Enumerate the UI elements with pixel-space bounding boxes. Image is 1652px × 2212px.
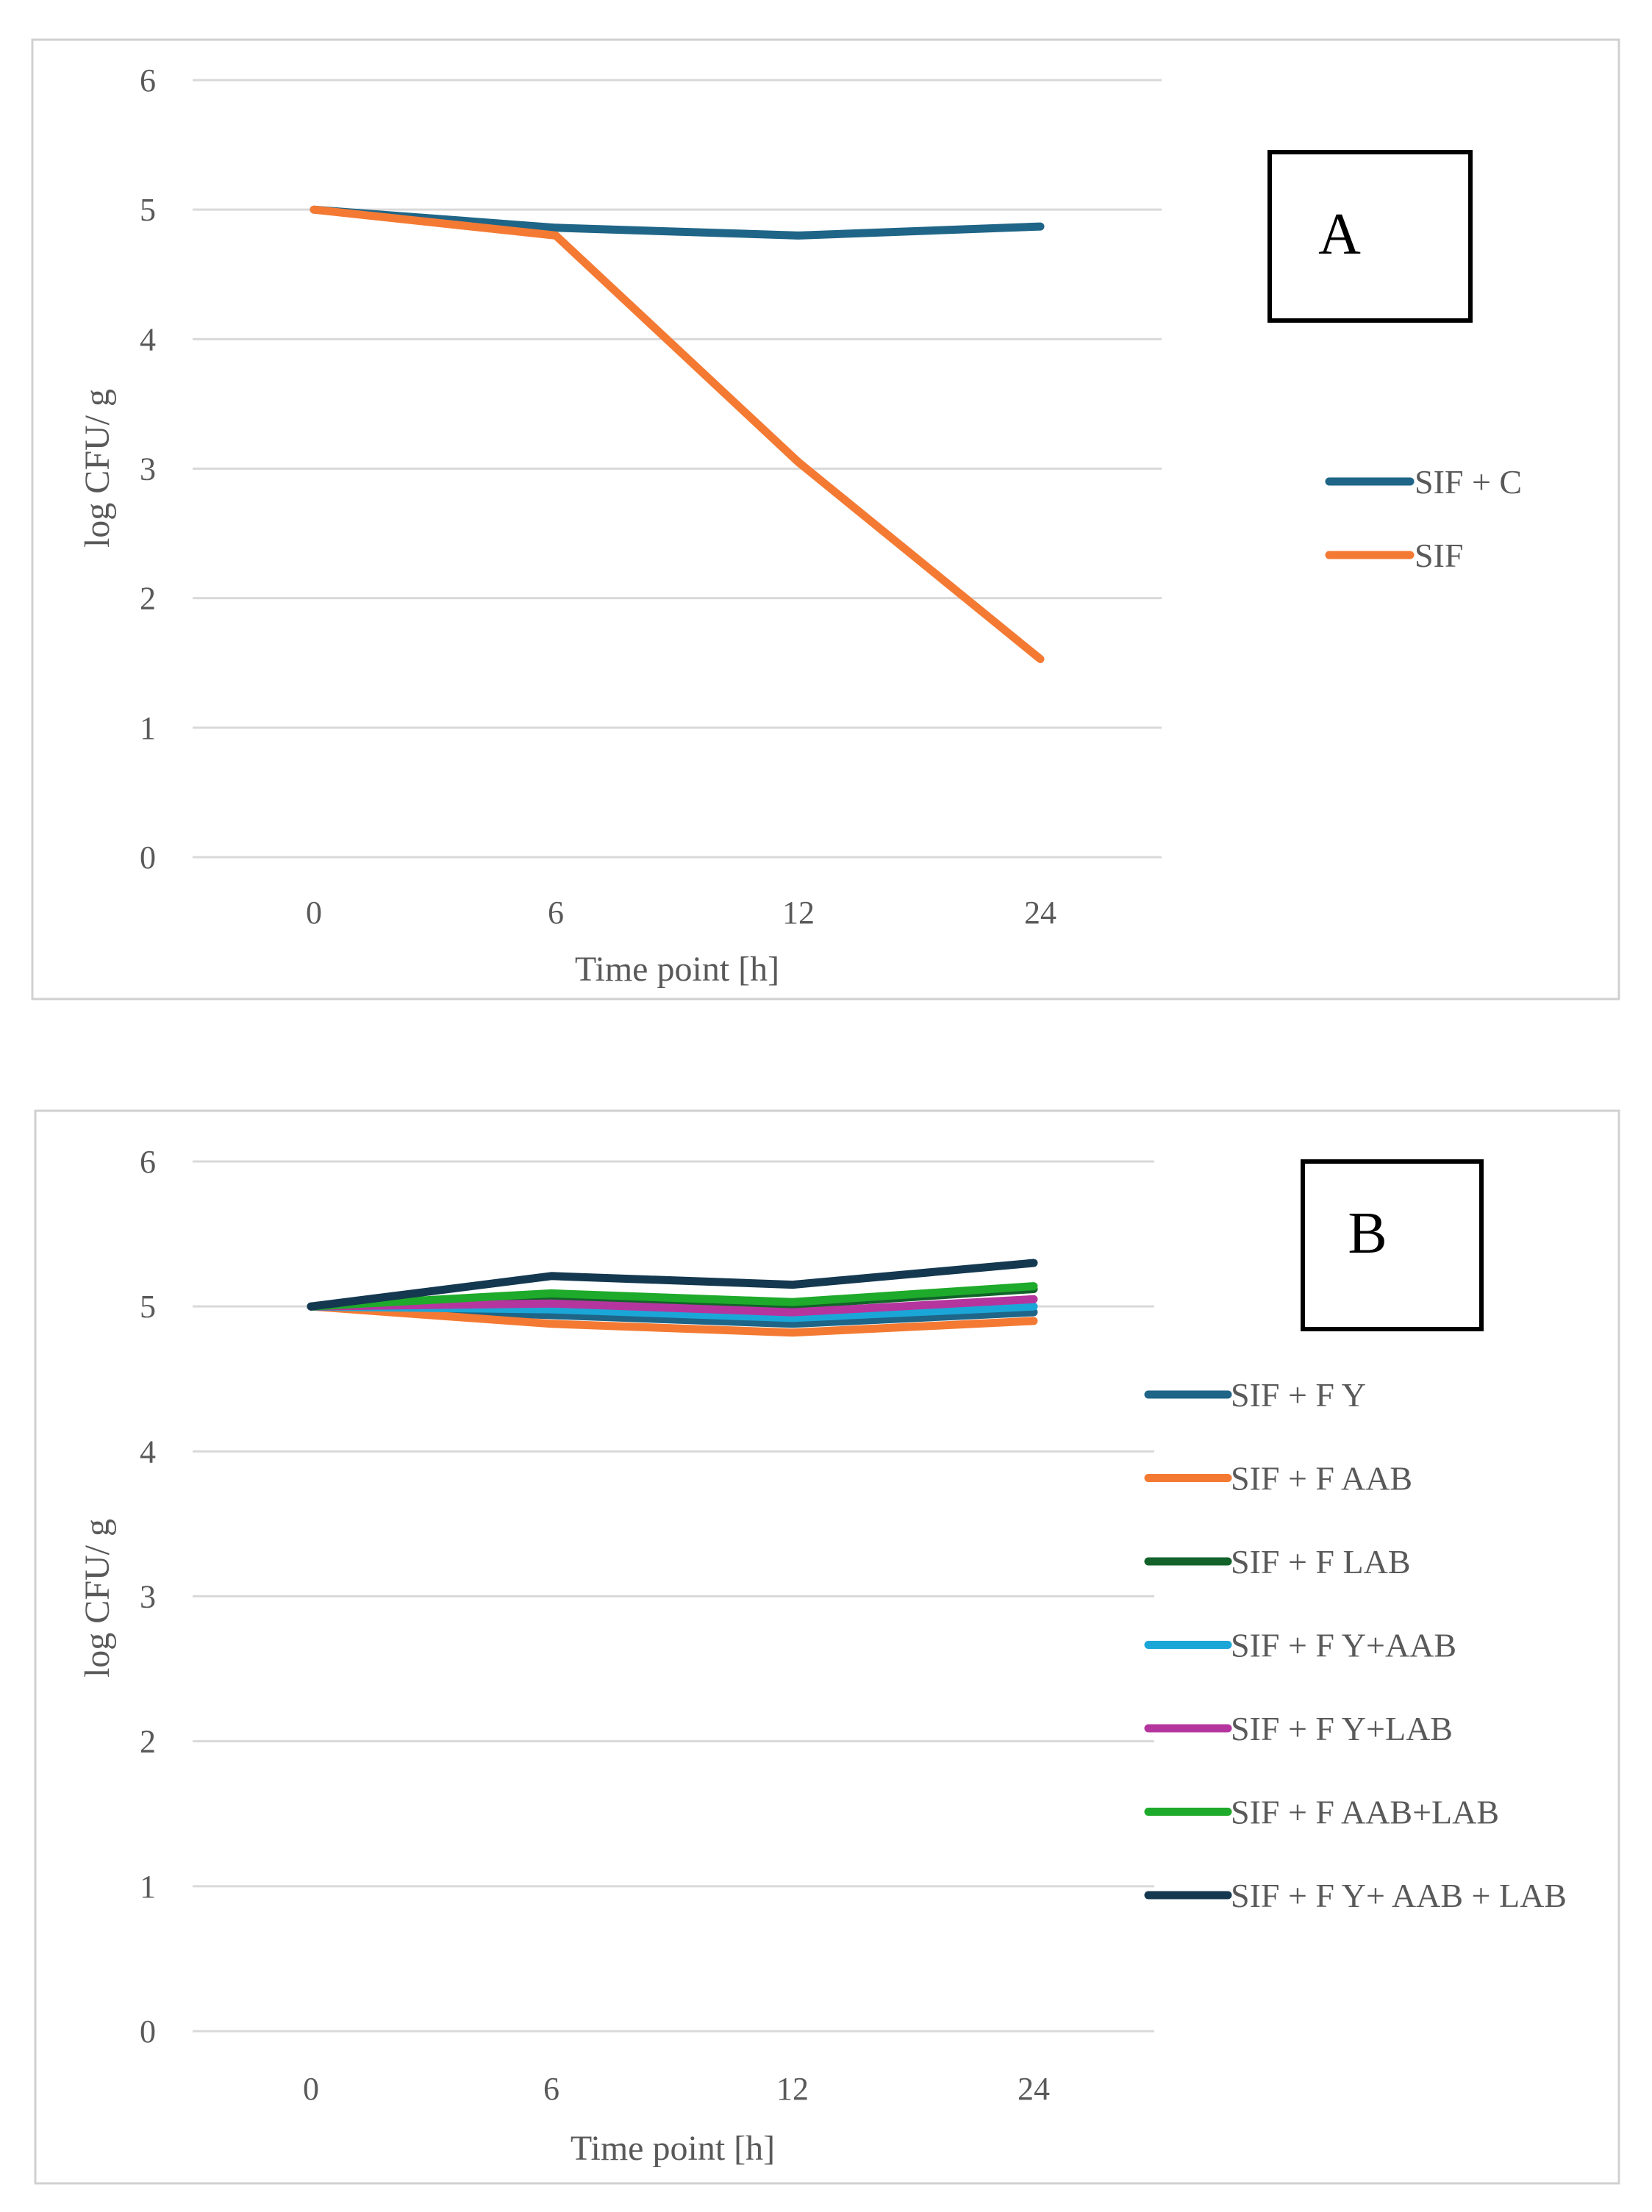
legend-label: SIF + F Y+AAB <box>1231 1627 1456 1664</box>
y-tick-label: 6 <box>140 62 156 99</box>
y-tick-label: 2 <box>140 1724 156 1760</box>
chart-frame <box>31 38 1620 1001</box>
x-tick-label: 6 <box>548 895 564 931</box>
y-tick-label: 1 <box>140 1869 156 1905</box>
y-tick-label: 3 <box>140 451 156 487</box>
panel-label-box <box>1267 150 1473 323</box>
series-line <box>310 205 1045 663</box>
y-tick-label: 6 <box>140 1144 156 1180</box>
legend-label: SIF + F AAB+LAB <box>1231 1794 1499 1831</box>
x-axis-title: Time point [h] <box>571 2129 775 2168</box>
x-axis-title: Time point [h] <box>575 950 779 989</box>
x-tick-label: 24 <box>1024 895 1056 931</box>
panel-label-b: B <box>1348 1201 1387 1266</box>
y-tick-label: 1 <box>140 710 156 746</box>
legend-label: SIF + F Y+ AAB + LAB <box>1231 1877 1567 1914</box>
legend-label: SIF + C <box>1415 463 1522 501</box>
y-axis-title: log CFU/ g <box>78 389 117 548</box>
y-tick-label: 5 <box>140 192 156 228</box>
x-tick-label: 0 <box>306 895 322 931</box>
panel-label-box <box>1301 1159 1484 1331</box>
legend-label: SIF + F LAB <box>1231 1543 1411 1581</box>
series-line <box>307 1259 1038 1311</box>
series-line <box>307 1295 1038 1317</box>
panel-label-a: A <box>1318 202 1361 267</box>
y-tick-label: 3 <box>140 1579 156 1615</box>
x-tick-label: 12 <box>782 895 815 931</box>
series-line <box>307 1282 1038 1311</box>
legend-label: SIF <box>1415 537 1463 574</box>
chart-frame <box>34 1109 1620 2185</box>
x-tick-label: 6 <box>543 2071 559 2107</box>
legend-label: SIF + F Y <box>1231 1376 1366 1414</box>
y-tick-label: 4 <box>140 1433 156 1470</box>
y-tick-label: 0 <box>140 840 156 876</box>
y-tick-label: 5 <box>140 1289 156 1325</box>
y-tick-label: 0 <box>140 2014 156 2050</box>
x-tick-label: 12 <box>776 2071 809 2107</box>
y-tick-label: 4 <box>140 321 156 357</box>
series-line <box>307 1302 1038 1337</box>
x-tick-label: 0 <box>303 2071 319 2107</box>
y-tick-label: 2 <box>140 581 156 617</box>
x-tick-label: 24 <box>1018 2071 1050 2107</box>
legend-label: SIF + F AAB <box>1231 1460 1412 1497</box>
legend-label: SIF + F Y+LAB <box>1231 1710 1453 1747</box>
y-axis-title: log CFU/ g <box>78 1519 117 1678</box>
